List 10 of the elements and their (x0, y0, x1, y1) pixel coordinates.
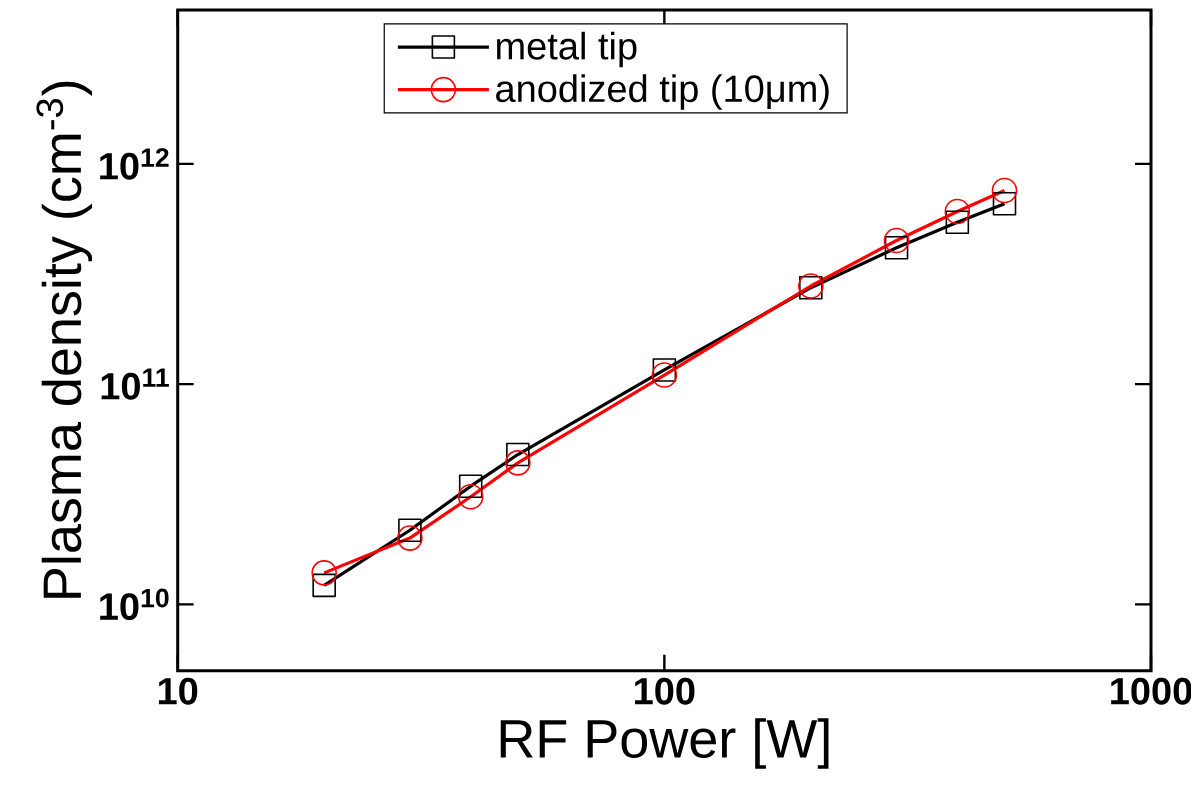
x-tick-label: 100 (635, 677, 695, 705)
y-tick-label: 10$^{12}$ (100, 148, 169, 180)
y-tick-label: 10$^{11}$ (101, 368, 169, 400)
y-tick-label: 10$^{10}$ (100, 588, 169, 621)
x-tick-label: 1000 (1111, 677, 1191, 705)
legend-label: metal tip (497, 31, 637, 68)
y-axis-title: Plasma density (cm$^{-3}$) (36, 81, 93, 598)
x-tick-label: 10 (158, 677, 198, 705)
legend-label: anodized tip (10μm) (496, 74, 829, 110)
x-axis-title: RF Power [W] (500, 718, 829, 769)
